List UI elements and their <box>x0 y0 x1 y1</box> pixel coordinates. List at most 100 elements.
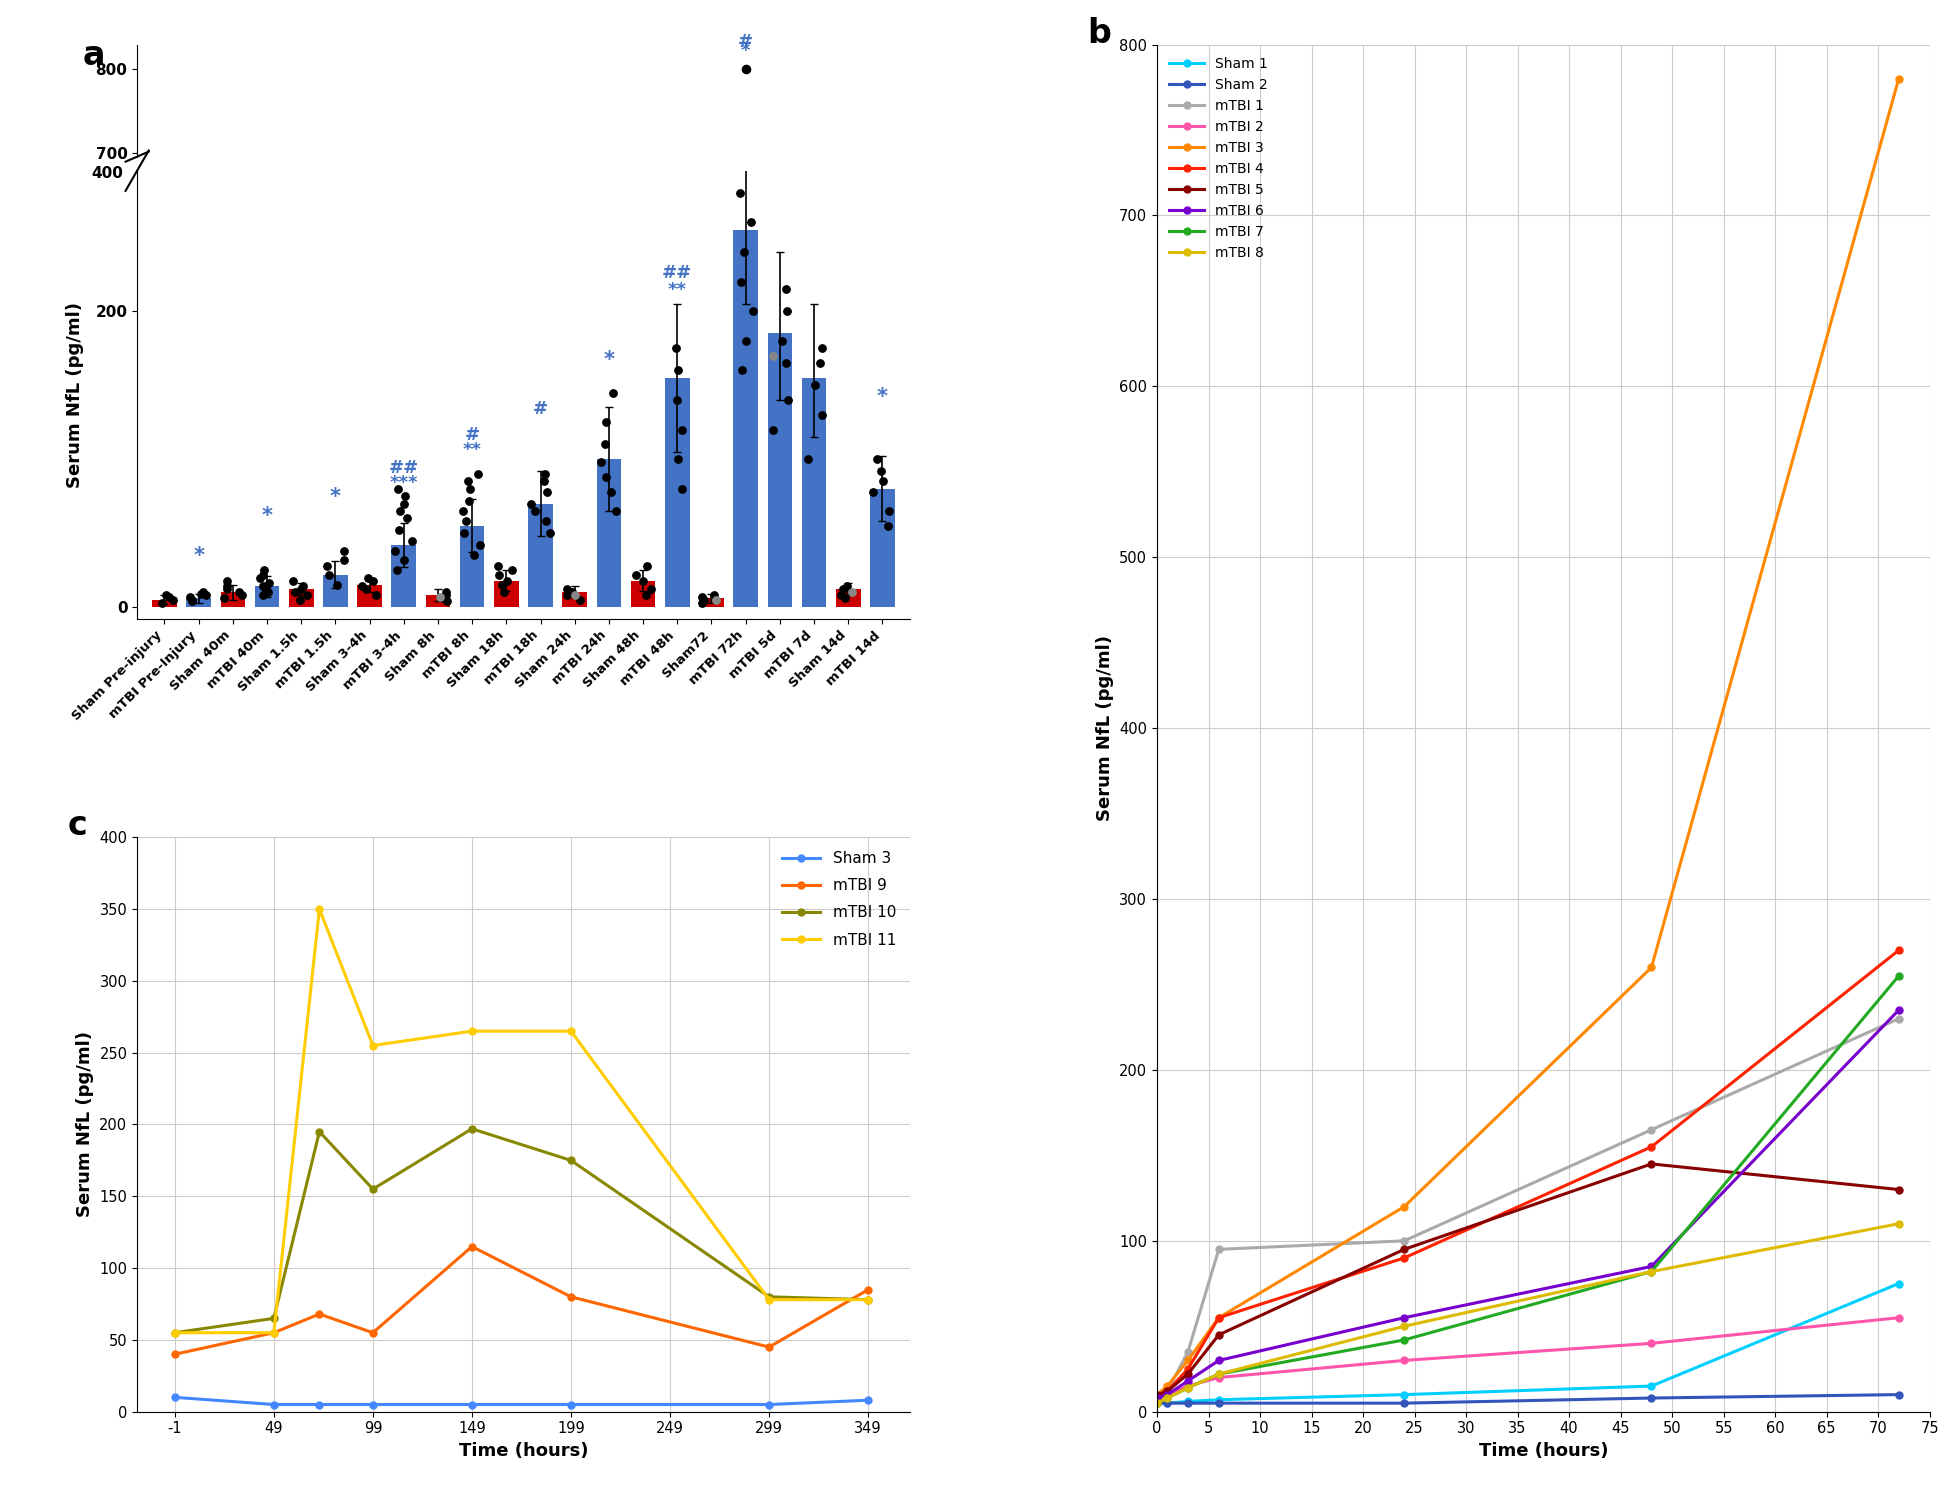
mTBI 1 <box>1393 1232 1416 1250</box>
mTBI 1 <box>1156 1382 1179 1400</box>
mTBI 9 <box>758 1339 782 1357</box>
Sham 1 <box>1887 1275 1910 1293</box>
Sham 1 <box>1640 1378 1663 1395</box>
Point <box>758 623 789 646</box>
mTBI 3 <box>1640 958 1663 976</box>
mTBI 11 <box>360 1037 384 1055</box>
Point <box>351 712 382 736</box>
Sham 3 <box>558 1395 582 1413</box>
Line: mTBI 7: mTBI 7 <box>1154 972 1902 1407</box>
mTBI 10 <box>758 1288 782 1306</box>
Bar <box>631 581 656 608</box>
Point <box>666 418 697 441</box>
mTBI 3 <box>1887 70 1910 88</box>
Point <box>247 703 278 727</box>
mTBI 5 <box>1146 1385 1170 1403</box>
Point <box>280 713 311 737</box>
Point <box>827 578 858 602</box>
Text: **: ** <box>668 281 688 299</box>
Point <box>699 584 731 608</box>
Point <box>431 590 462 614</box>
Y-axis label: Serum NfL (pg/ml): Serum NfL (pg/ml) <box>76 1031 94 1217</box>
Point <box>451 510 482 533</box>
Point <box>529 470 560 493</box>
Point <box>515 492 547 516</box>
Sham 3 <box>360 1395 384 1413</box>
Point <box>874 676 905 700</box>
mTBI 5 <box>1640 1155 1663 1172</box>
Point <box>384 679 415 703</box>
Point <box>388 695 419 719</box>
Point <box>276 707 308 731</box>
Point <box>292 584 323 608</box>
Bar <box>664 377 690 608</box>
Point <box>284 588 315 612</box>
Text: b: b <box>1087 18 1111 51</box>
Point <box>176 588 208 612</box>
Point <box>531 480 562 504</box>
Point <box>590 410 621 434</box>
Point <box>313 563 345 587</box>
Point <box>739 299 770 322</box>
Point <box>484 563 515 587</box>
Point <box>799 597 831 621</box>
mTBI 9 <box>360 1324 384 1342</box>
Legend: Sham 1, Sham 2, mTBI 1, mTBI 2, mTBI 3, mTBI 4, mTBI 5, mTBI 6, mTBI 7, mTBI 8: Sham 1, Sham 2, mTBI 1, mTBI 2, mTBI 3, … <box>1164 52 1273 265</box>
Line: Sham 2: Sham 2 <box>1154 1391 1902 1407</box>
Point <box>329 695 360 719</box>
Point <box>292 715 323 739</box>
Point <box>772 606 803 630</box>
mTBI 2 <box>1156 1385 1179 1403</box>
Point <box>590 432 621 456</box>
Point <box>766 328 797 352</box>
Point <box>482 698 513 722</box>
Point <box>627 569 658 593</box>
Point <box>329 690 360 713</box>
Point <box>596 480 627 504</box>
Point <box>357 707 388 731</box>
Point <box>288 710 319 734</box>
Point <box>223 581 255 605</box>
Bar <box>425 596 451 608</box>
Point <box>284 718 315 742</box>
Point <box>249 701 280 725</box>
mTBI 4 <box>1640 1138 1663 1156</box>
Sham 1 <box>1393 1385 1416 1403</box>
mTBI 8 <box>1207 1366 1230 1383</box>
Point <box>153 716 184 740</box>
mTBI 10 <box>308 1123 331 1141</box>
Text: #: # <box>533 400 549 418</box>
Point <box>357 569 388 593</box>
Point <box>699 588 731 612</box>
Point <box>382 655 413 679</box>
Bar <box>768 333 791 608</box>
mTBI 10 <box>360 1180 384 1198</box>
Line: mTBI 2: mTBI 2 <box>1154 1314 1902 1401</box>
Point <box>662 358 693 382</box>
Point <box>360 715 392 739</box>
mTBI 9 <box>163 1345 186 1363</box>
mTBI 9 <box>460 1238 484 1256</box>
Point <box>427 716 458 740</box>
Bar <box>186 728 212 734</box>
Point <box>758 418 789 441</box>
mTBI 6 <box>1156 1385 1179 1403</box>
mTBI 5 <box>1887 1180 1910 1198</box>
Point <box>688 591 719 615</box>
Sham 1 <box>1146 1394 1170 1412</box>
Point <box>535 681 566 704</box>
mTBI 6 <box>1207 1352 1230 1370</box>
Point <box>384 499 415 523</box>
Point <box>151 584 182 608</box>
Line: mTBI 9: mTBI 9 <box>170 1244 872 1358</box>
Bar <box>870 489 895 608</box>
Bar <box>460 526 484 608</box>
mTBI 1 <box>1207 1241 1230 1259</box>
mTBI 11 <box>758 1291 782 1309</box>
X-axis label: Time (hours): Time (hours) <box>458 1441 588 1459</box>
Point <box>453 489 484 513</box>
Text: *: * <box>329 486 341 507</box>
Point <box>586 640 617 664</box>
Point <box>862 639 893 663</box>
Text: ***: *** <box>390 474 417 492</box>
